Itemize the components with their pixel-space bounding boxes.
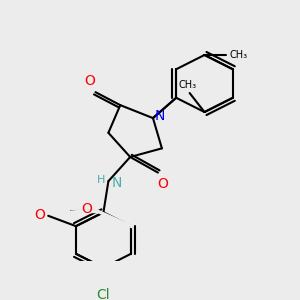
Text: methoxy: methoxy xyxy=(70,210,76,211)
Text: O: O xyxy=(84,74,95,88)
Text: H: H xyxy=(97,175,105,185)
Text: CH₃: CH₃ xyxy=(229,50,248,60)
Text: Cl: Cl xyxy=(97,287,110,300)
Text: N: N xyxy=(155,109,165,122)
Text: N: N xyxy=(111,176,122,190)
Text: O: O xyxy=(34,208,45,222)
Text: CH₃: CH₃ xyxy=(178,80,197,90)
Text: O: O xyxy=(158,177,168,191)
Text: O: O xyxy=(81,202,92,216)
